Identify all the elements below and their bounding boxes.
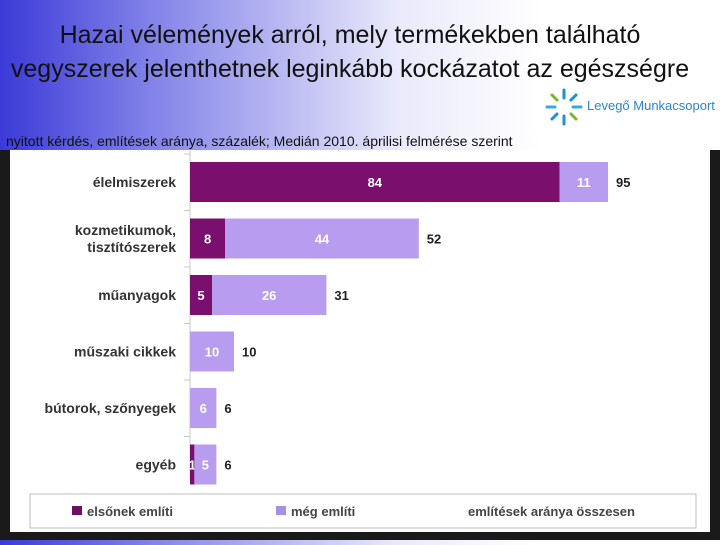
logo-text: Levegő Munkacsoport — [587, 98, 715, 113]
first-mention-value: 5 — [197, 288, 204, 303]
category-label: kozmetikumok, — [75, 222, 176, 238]
also-mention-value: 26 — [262, 288, 276, 303]
also-mention-value: 11 — [577, 175, 591, 190]
legend-first-mention-label: elsőnek említi — [87, 504, 173, 519]
bar-also-mention — [225, 218, 419, 259]
category-label: tisztítószerek — [87, 239, 176, 255]
also-mention-value: 6 — [200, 401, 207, 416]
slide-title: Hazai vélemények arról, mely termékekben… — [10, 21, 690, 83]
bar-first-mention — [190, 218, 226, 259]
bar-first-mention — [190, 444, 195, 485]
first-mention-value: 1 — [189, 458, 196, 473]
category-label: egyéb — [136, 457, 176, 473]
organization-logo: Levegő Munkacsoport — [535, 84, 720, 130]
category-label: élelmiszerek — [93, 174, 176, 190]
bar-also-mention — [190, 331, 234, 372]
bar-first-mention — [190, 162, 560, 202]
chart-panel: élelmiszerek 84 11 95 kozmetikumok, tisztítós… — [0, 150, 720, 540]
bar-chart: élelmiszerek 84 11 95 kozmetikumok,tisztítós… — [0, 150, 720, 540]
legend-total-label: említések aránya összesen — [468, 504, 635, 519]
total-value: 52 — [427, 232, 441, 247]
first-mention-value: 8 — [204, 232, 211, 247]
legend-first-mention-swatch — [72, 506, 82, 515]
legend-box — [29, 493, 697, 529]
category-label: bútorok, szőnyegek — [45, 400, 177, 416]
total-value: 95 — [616, 175, 630, 190]
bar-also-mention — [559, 162, 608, 202]
legend-also-mention-swatch — [276, 506, 286, 515]
bar-also-mention — [190, 388, 217, 428]
bar-first-mention — [190, 275, 212, 315]
chart-subtitle: nyitott kérdés, említések aránya, százal… — [6, 133, 513, 149]
also-mention-value: 10 — [205, 345, 219, 360]
chart-area — [10, 150, 710, 532]
total-value: 6 — [224, 401, 231, 416]
bar-also-mention — [212, 275, 327, 315]
total-value: 10 — [242, 345, 256, 360]
legend-also-mention-label: még említi — [291, 504, 355, 519]
also-mention-value: 44 — [315, 232, 330, 247]
total-value: 6 — [224, 458, 231, 473]
first-mention-value: 84 — [368, 175, 383, 190]
bar-also-mention — [194, 444, 217, 485]
also-mention-value: 5 — [202, 458, 209, 473]
category-label: műszaki cikkek — [74, 344, 176, 360]
total-value: 31 — [334, 288, 348, 303]
category-label: műanyagok — [98, 287, 176, 303]
logo-burst-icon — [545, 88, 583, 126]
